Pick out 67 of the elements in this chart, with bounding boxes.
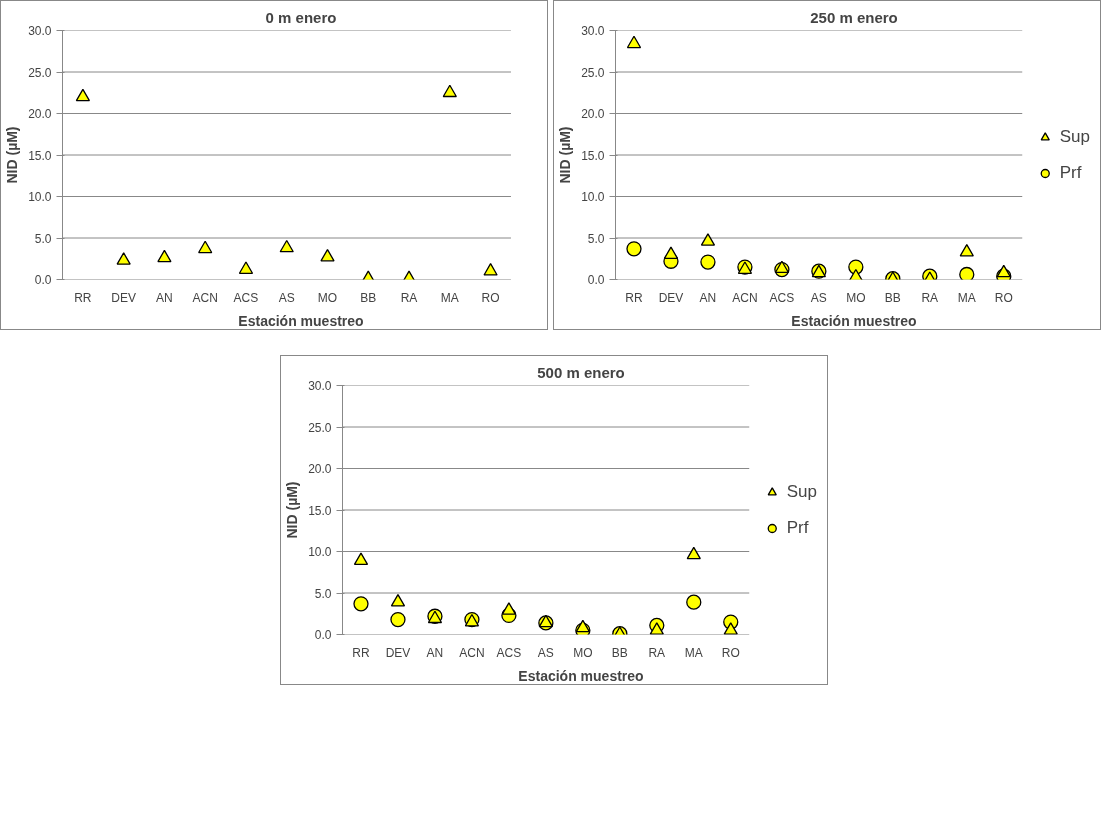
y-tick-label: 20.0 (581, 107, 605, 121)
y-tick-label: 20.0 (28, 107, 52, 121)
x-tick-label: DEV (385, 645, 411, 660)
x-tick-label: ACN (459, 645, 485, 660)
y-tick-label: 15.0 (28, 148, 52, 163)
legend-label: Sup (1059, 126, 1090, 147)
x-tick-label: AN (156, 290, 173, 305)
y-tick-label: 10.0 (308, 545, 332, 559)
x-tick-label: RO (721, 645, 740, 660)
legend-label: Prf (786, 517, 809, 538)
chart-title: 250 m enero (810, 8, 898, 26)
x-tick-label: BB (884, 290, 901, 305)
y-tick-label: 0.0 (587, 273, 605, 287)
y-tick-label: 30.0 (308, 379, 332, 393)
chart-title: 500 m enero (537, 363, 625, 381)
x-tick-label: RO (481, 290, 500, 305)
y-tick-label: 30.0 (28, 24, 52, 38)
x-tick-label: ACN (192, 290, 218, 305)
x-tick-label: ACN (732, 290, 758, 305)
y-tick-label: 25.0 (581, 65, 605, 80)
y-tick-label: 30.0 (581, 24, 605, 38)
x-tick-label: AS (810, 290, 827, 305)
x-tick-label: RA (648, 645, 666, 660)
y-tick-label: 5.0 (34, 231, 52, 246)
x-tick-label: MO (573, 645, 593, 660)
x-tick-label: MO (846, 290, 866, 305)
y-tick-label: 25.0 (28, 65, 52, 80)
y-tick-label: 15.0 (308, 503, 332, 518)
x-tick-label: MA (684, 645, 703, 660)
x-axis-title: Estación muestreo (518, 667, 644, 684)
y-tick-label: 25.0 (308, 420, 332, 435)
x-tick-label: AS (278, 290, 295, 305)
x-tick-label: DEV (658, 290, 684, 305)
x-tick-label: ACS (769, 290, 795, 305)
y-tick-label: 5.0 (587, 231, 605, 246)
y-tick-label: 20.0 (308, 462, 332, 476)
y-tick-label: 10.0 (581, 190, 605, 204)
x-tick-label: MA (440, 290, 459, 305)
x-tick-label: RR (352, 645, 370, 660)
x-tick-label: RO (994, 290, 1013, 305)
y-tick-label: 0.0 (314, 628, 332, 642)
x-tick-label: RR (625, 290, 643, 305)
legend-label: Prf (1059, 162, 1082, 183)
x-tick-label: RA (921, 290, 939, 305)
x-axis-title: Estación muestreo (791, 312, 917, 329)
x-tick-label: AS (537, 645, 554, 660)
x-tick-label: ACS (496, 645, 522, 660)
x-tick-label: MA (957, 290, 976, 305)
x-tick-label: BB (611, 645, 628, 660)
x-tick-label: AN (426, 645, 444, 660)
x-tick-label: AN (699, 290, 717, 305)
y-axis-title: NID (µM) (284, 481, 301, 539)
x-tick-label: ACS (233, 290, 259, 305)
y-tick-label: 5.0 (314, 586, 332, 601)
y-tick-label: 15.0 (581, 148, 605, 163)
chart-title: 0 m enero (265, 8, 337, 26)
x-tick-label: DEV (111, 290, 136, 305)
x-tick-label: RA (400, 290, 418, 305)
y-tick-label: 10.0 (28, 190, 52, 204)
legend-label: Sup (786, 481, 817, 502)
x-tick-label: BB (360, 290, 377, 305)
x-tick-label: RR (74, 290, 92, 305)
x-tick-label: MO (317, 290, 338, 305)
y-axis-title: NID (µM) (557, 126, 574, 184)
y-axis-title: NID (µM) (4, 126, 21, 184)
y-tick-label: 0.0 (34, 273, 52, 287)
x-axis-title: Estación muestreo (238, 312, 364, 329)
